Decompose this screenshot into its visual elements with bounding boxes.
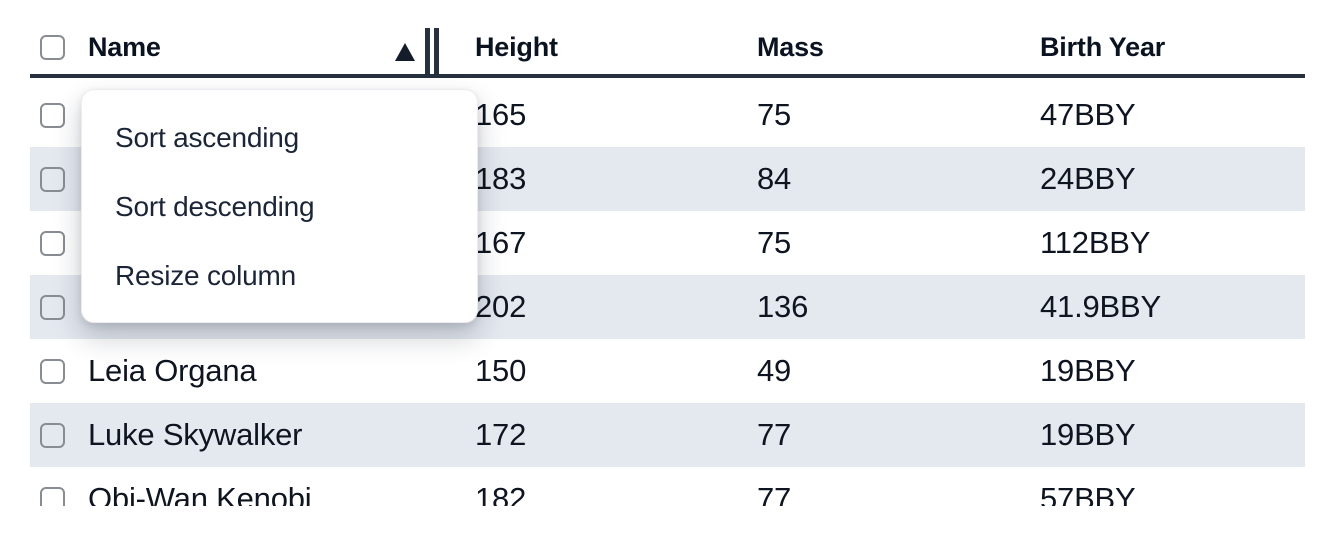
cell-height: 172 <box>475 417 527 452</box>
cell-birth-year: 19BBY <box>1040 353 1136 388</box>
select-row-checkbox[interactable] <box>40 422 65 448</box>
table-row[interactable]: 165 75 47BBY <box>30 83 1305 147</box>
column-header-name[interactable]: Name <box>88 32 475 63</box>
header-checkbox-cell <box>30 34 88 60</box>
column-header-birth-year[interactable]: Birth Year <box>1040 32 1305 63</box>
menu-item-resize-column[interactable]: Resize column <box>115 259 297 291</box>
cell-mass: 75 <box>757 97 792 132</box>
cell-birth-year: 57BBY <box>1040 481 1136 506</box>
table-row[interactable]: Leia Organa 150 49 19BBY <box>30 339 1305 403</box>
column-header-name-label: Name <box>88 31 161 62</box>
column-resize-handle[interactable] <box>425 28 439 78</box>
select-all-checkbox[interactable] <box>40 34 65 60</box>
select-row-checkbox[interactable] <box>40 166 65 192</box>
cell-height: 182 <box>475 481 527 506</box>
table-header-row: Name Height Mass Birth Year <box>30 20 1305 78</box>
cell-mass: 77 <box>757 481 792 506</box>
cell-height: 202 <box>475 289 527 324</box>
cell-birth-year: 19BBY <box>1040 417 1136 452</box>
cell-name: Leia Organa <box>88 353 257 388</box>
table-row[interactable]: Obi-Wan Kenobi 182 77 57BBY <box>30 467 1305 506</box>
menu-item-sort-descending[interactable]: Sort descending <box>115 190 315 222</box>
cell-height: 183 <box>475 161 527 196</box>
cell-name: Luke Skywalker <box>88 417 303 452</box>
menu-item-sort-ascending[interactable]: Sort ascending <box>115 121 299 153</box>
cell-height: 150 <box>475 353 527 388</box>
cell-height: 167 <box>475 225 527 260</box>
select-row-checkbox[interactable] <box>40 486 65 506</box>
column-header-mass[interactable]: Mass <box>757 32 1040 63</box>
column-context-menu: Sort ascending Sort descending Resize co… <box>81 89 478 323</box>
column-header-mass-label: Mass <box>757 31 824 62</box>
cell-birth-year: 112BBY <box>1040 225 1151 260</box>
select-row-checkbox[interactable] <box>40 230 65 256</box>
select-row-checkbox[interactable] <box>40 358 65 384</box>
cell-mass: 77 <box>757 417 792 452</box>
cell-name: Obi-Wan Kenobi <box>88 481 312 506</box>
cell-birth-year: 24BBY <box>1040 161 1136 196</box>
cell-height: 165 <box>475 97 527 132</box>
select-row-checkbox[interactable] <box>40 102 65 128</box>
cell-birth-year: 47BBY <box>1040 97 1136 132</box>
column-header-birth-year-label: Birth Year <box>1040 31 1166 62</box>
resize-bar-icon <box>434 28 439 78</box>
select-row-checkbox[interactable] <box>40 294 65 320</box>
cell-mass: 75 <box>757 225 792 260</box>
cell-mass: 84 <box>757 161 792 196</box>
cell-mass: 49 <box>757 353 792 388</box>
sort-ascending-indicator-icon <box>395 43 415 61</box>
column-header-height[interactable]: Height <box>475 32 757 63</box>
resize-bar-icon <box>425 28 430 78</box>
table-row[interactable]: 167 75 112BBY <box>30 211 1305 275</box>
cell-mass: 136 <box>757 289 809 324</box>
table-row[interactable]: Luke Skywalker 172 77 19BBY <box>30 403 1305 467</box>
column-header-height-label: Height <box>475 31 558 62</box>
cell-birth-year: 41.9BBY <box>1040 289 1161 324</box>
